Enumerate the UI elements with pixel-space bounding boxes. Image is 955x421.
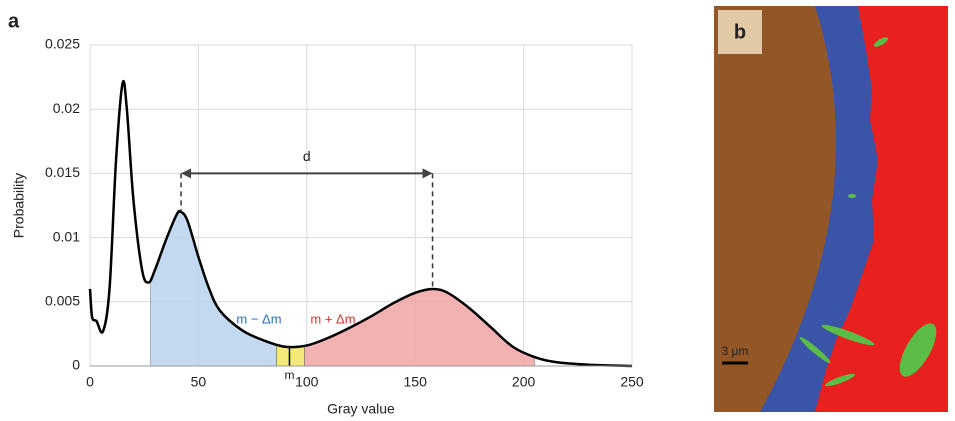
y-tick-label: 0.005 <box>45 293 80 309</box>
panel-label: b <box>734 21 746 43</box>
green-phase <box>799 336 831 364</box>
y-tick-label: 0.01 <box>53 228 80 244</box>
x-axis-title: Gray value <box>327 401 395 417</box>
arrow-head <box>422 168 433 179</box>
arrow-head <box>181 168 192 179</box>
curve <box>88 79 633 368</box>
x-tick-label: 100 <box>295 374 319 390</box>
x-tick-label: 0 <box>86 374 94 390</box>
green-phase <box>821 324 875 346</box>
green-phase <box>873 37 889 47</box>
annotation: d <box>303 148 311 164</box>
label-box <box>718 10 762 54</box>
micrograph: b 3 μm <box>714 6 948 412</box>
scale-bar-label: 3 μm <box>722 344 749 358</box>
shaded-region <box>150 211 277 367</box>
y-tick-label: 0 <box>72 357 80 373</box>
panel-label: a <box>8 10 20 32</box>
annotation: m + Δm <box>310 311 355 326</box>
x-tick-label: 150 <box>404 374 428 390</box>
y-tick-label: 0.015 <box>45 164 80 180</box>
annotation: m − Δm <box>236 311 281 326</box>
y-axis-title: Probability <box>11 173 27 238</box>
x-tick-label: 50 <box>191 374 207 390</box>
green-phase <box>824 373 856 387</box>
green-phase <box>848 194 856 198</box>
y-tick-label: 0.025 <box>45 36 80 52</box>
green-phase <box>899 323 937 377</box>
annotation: m <box>284 368 294 382</box>
y-tick-label: 0.02 <box>53 100 80 116</box>
brown-phase <box>714 6 837 412</box>
x-tick-label: 250 <box>620 374 644 390</box>
x-tick-label: 200 <box>512 374 536 390</box>
shaded-region <box>304 288 535 367</box>
